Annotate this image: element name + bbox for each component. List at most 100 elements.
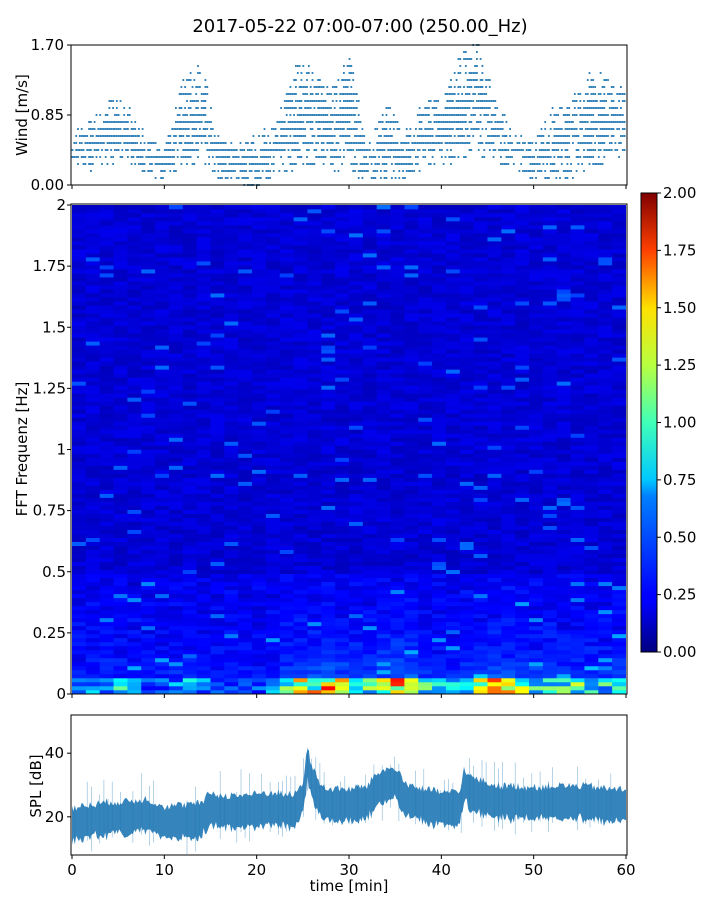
spectrogram-cell	[168, 429, 184, 434]
wind-point	[514, 135, 517, 137]
spectrogram-cell	[279, 253, 294, 258]
spectrogram-cell	[238, 665, 253, 671]
spectrogram-cell	[404, 609, 419, 615]
spectrogram-cell	[155, 617, 170, 623]
spectrogram-cell	[155, 213, 170, 218]
spectrogram-cell	[72, 297, 87, 302]
spectrogram-cell	[224, 657, 239, 663]
wind-point	[535, 177, 537, 179]
spectrogram-cell	[238, 421, 253, 426]
spectrogram-cell	[141, 657, 156, 663]
spectrogram-cell	[210, 449, 225, 454]
spectrogram-cell	[362, 681, 377, 687]
wind-point	[383, 128, 386, 130]
spectrogram-cell	[265, 669, 281, 675]
spectrogram-cell	[141, 417, 156, 422]
spectrogram-cell	[196, 429, 211, 434]
wind-point	[117, 114, 120, 116]
spectrogram-cell	[127, 653, 142, 659]
wind-point	[520, 149, 523, 151]
spectrogram-cell	[362, 541, 377, 546]
wind-point	[422, 142, 425, 144]
wind-point	[496, 107, 499, 109]
spectrogram-cell	[349, 525, 364, 530]
wind-point	[457, 107, 460, 109]
spectrogram-cell	[376, 429, 391, 434]
spectrogram-cell	[182, 353, 197, 358]
wind-point	[481, 86, 484, 88]
spectrogram-cell	[85, 393, 100, 398]
wind-point	[509, 156, 511, 158]
spectrogram-cell	[349, 665, 364, 671]
spectrogram-cell	[293, 621, 308, 627]
spectrogram-cell	[293, 269, 308, 274]
wind-point	[435, 100, 438, 102]
spectrogram-cell	[376, 549, 391, 555]
wind-point	[101, 135, 103, 137]
wind-point	[219, 142, 222, 144]
spectrogram-cell	[85, 497, 100, 502]
spectrogram-cell	[210, 577, 225, 583]
spectrogram-cell	[362, 377, 377, 382]
spectrogram-cell	[293, 425, 308, 430]
wind-point	[529, 170, 532, 172]
spectrogram-cell	[335, 481, 350, 486]
spectrogram-cell	[168, 569, 184, 575]
wind-point	[490, 114, 493, 116]
spectrogram-cell	[293, 497, 308, 502]
spectrogram-cell	[321, 689, 336, 694]
spectrogram-cell	[141, 465, 156, 470]
spectrogram-cell	[362, 505, 377, 510]
wind-point	[557, 128, 559, 130]
wind-point	[503, 149, 506, 151]
wind-point	[494, 149, 497, 151]
spectrogram-cell	[349, 545, 364, 551]
wind-point	[350, 65, 353, 67]
spectrogram-cell	[155, 305, 170, 310]
wind-point	[352, 93, 355, 95]
spectrogram-cell	[196, 509, 211, 514]
wind-point	[165, 163, 168, 165]
spectrogram-cell	[279, 505, 294, 510]
spectrogram-cell	[196, 237, 211, 242]
spectrogram-cell	[279, 481, 294, 486]
spectrogram-cell	[127, 269, 142, 274]
spectrogram-cell	[404, 617, 419, 623]
wind-point	[588, 107, 591, 109]
spectrogram-cell	[349, 357, 364, 362]
spectrogram-cell	[196, 569, 211, 575]
spectrogram-cell	[390, 521, 405, 526]
spectrogram-cell	[127, 313, 142, 318]
spectrogram-cell	[168, 465, 184, 470]
spectrogram-cell	[127, 297, 142, 302]
wind-point	[343, 100, 345, 102]
wind-point	[453, 114, 456, 116]
spectrogram-cell	[307, 341, 322, 346]
spectrogram-cell	[196, 609, 211, 615]
wind-point	[158, 163, 161, 165]
wind-point	[581, 114, 583, 116]
spectrogram-cell	[293, 377, 308, 382]
wind-point	[95, 156, 98, 158]
wind-point	[186, 114, 188, 116]
wind-point	[283, 121, 286, 123]
wind-point	[535, 149, 537, 151]
spectrogram-cell	[141, 229, 156, 234]
wind-point	[337, 156, 340, 158]
wind-point	[187, 93, 190, 95]
wind-point	[210, 121, 212, 123]
spectrogram-cell	[72, 505, 87, 510]
spectrogram-cell	[141, 621, 156, 627]
spectrogram-cell	[155, 537, 170, 542]
spectrogram-cell	[390, 425, 405, 430]
spectrogram-cell	[265, 305, 281, 310]
spectrogram-cell	[168, 477, 184, 482]
spectrogram-cell	[362, 517, 377, 522]
wind-point	[601, 107, 604, 109]
spectrogram-cell	[362, 469, 377, 474]
spectrogram-cell	[113, 609, 128, 615]
spectrogram-cell	[168, 269, 184, 274]
spectrogram-cell	[404, 633, 419, 639]
wind-point	[413, 142, 415, 144]
wind-point	[535, 163, 537, 165]
